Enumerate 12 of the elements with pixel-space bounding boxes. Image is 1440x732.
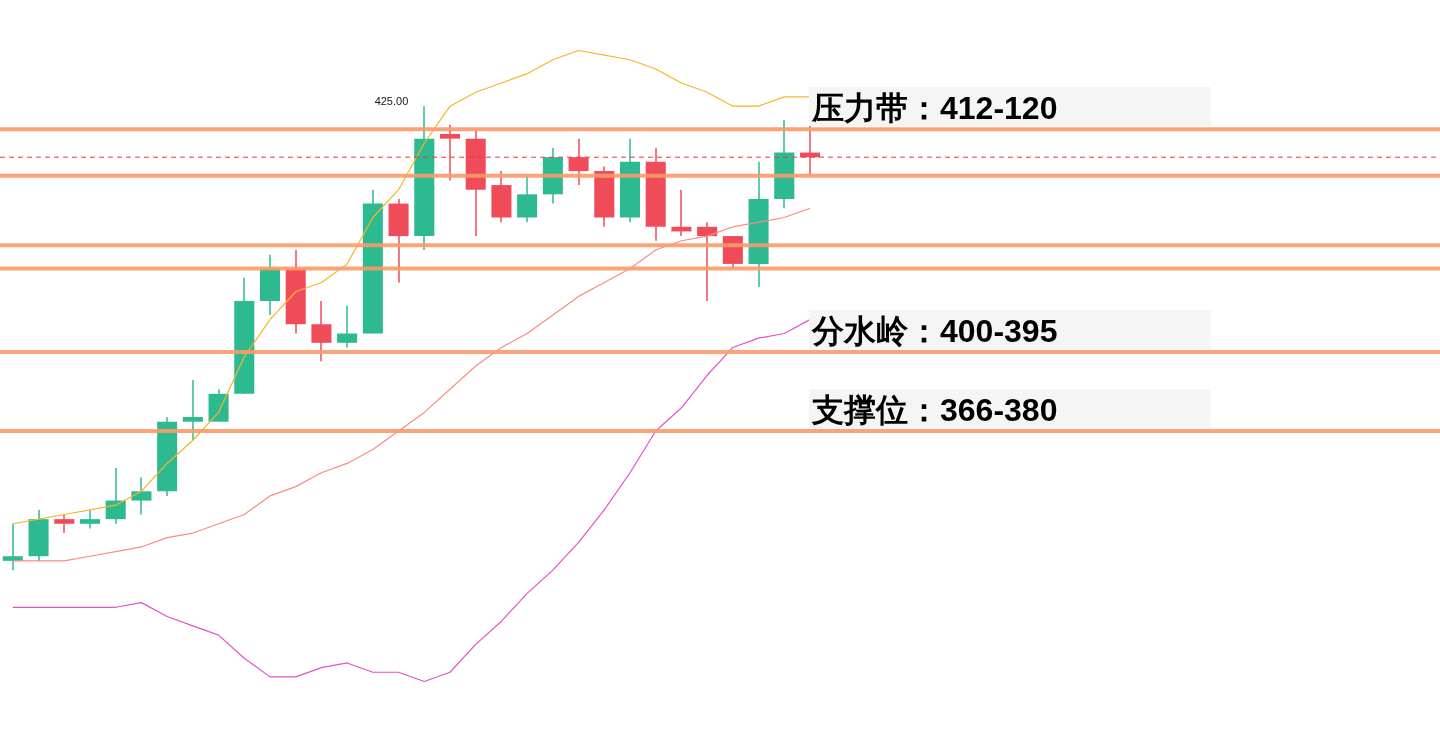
candlestick [182,379,203,441]
label-box: 支撑位：366-380 [809,388,1211,428]
candlestick [337,305,358,348]
candlestick [54,514,75,534]
candlestick [439,124,461,181]
candlestick [697,222,718,302]
candlestick [2,523,23,571]
annotation: 425.00 [374,95,409,108]
label-box: 分水岭：400-395 [809,310,1211,350]
label-box: 压力带：412-120 [809,87,1211,127]
candlestick [131,477,152,515]
candlestick [105,468,126,524]
